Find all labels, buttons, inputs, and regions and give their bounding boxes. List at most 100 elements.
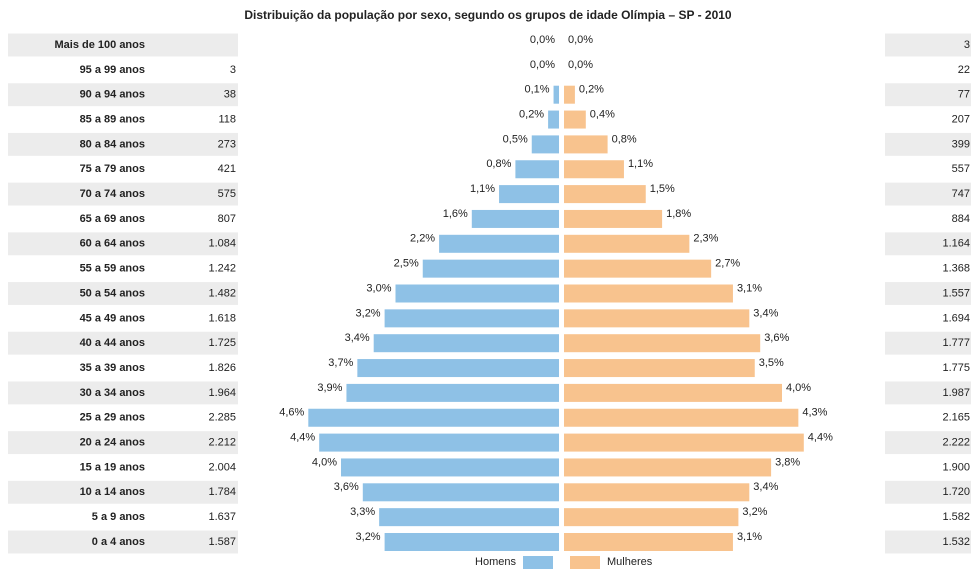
- value-label: 3,2%: [742, 506, 767, 518]
- value-label: 0,0%: [568, 34, 593, 46]
- bar: [384, 533, 559, 551]
- row-stripe: [885, 480, 971, 504]
- bar: [564, 85, 575, 104]
- category-label: 30 a 34 anos: [80, 387, 145, 399]
- category-label: 0 a 4 anos: [92, 536, 145, 548]
- row-stripe: [885, 282, 971, 305]
- value-label: 0,8%: [486, 158, 511, 170]
- row-stripe: [885, 33, 971, 57]
- row-stripe: [885, 232, 971, 256]
- row-stripe: [8, 530, 238, 554]
- count-label: 1.826: [208, 362, 236, 374]
- count-label: 1.242: [208, 263, 236, 275]
- value-label: 3,5%: [759, 357, 784, 369]
- value-label: 0,0%: [530, 34, 555, 46]
- row-stripe: [8, 381, 238, 405]
- bar: [531, 135, 559, 154]
- count-label: 1.900: [942, 461, 970, 473]
- legend-swatch: [523, 556, 553, 569]
- count-label: 1.587: [208, 536, 236, 548]
- category-label: 20 a 24 anos: [80, 437, 145, 449]
- count-label: 1.164: [942, 238, 970, 250]
- bar: [373, 334, 559, 353]
- bar: [471, 209, 559, 228]
- value-label: 1,6%: [443, 208, 468, 220]
- bar: [564, 284, 733, 303]
- value-label: 3,1%: [737, 531, 762, 543]
- count-label: 421: [218, 163, 236, 175]
- value-label: 3,4%: [345, 332, 370, 344]
- value-label: 2,7%: [715, 258, 740, 270]
- value-label: 2,3%: [693, 233, 718, 245]
- row-stripe: [885, 530, 971, 554]
- count-label: 38: [224, 89, 236, 101]
- row-stripe: [885, 331, 971, 355]
- category-label: 50 a 54 anos: [80, 287, 145, 299]
- value-label: 0,5%: [503, 133, 528, 145]
- bar: [564, 259, 712, 278]
- count-label: 1.582: [942, 511, 970, 523]
- value-label: 1,1%: [628, 158, 653, 170]
- value-label: 3,3%: [350, 506, 375, 518]
- count-label: 1.964: [208, 387, 236, 399]
- count-label: 2.212: [208, 437, 236, 449]
- category-label: Mais de 100 anos: [55, 39, 146, 51]
- count-label: 3: [230, 64, 236, 76]
- legend-swatch: [570, 556, 600, 569]
- value-label: 4,4%: [808, 432, 833, 444]
- bar: [346, 383, 559, 402]
- row-stripe: [8, 182, 238, 206]
- bar: [319, 433, 559, 452]
- value-label: 0,4%: [590, 108, 615, 120]
- bar: [564, 359, 755, 378]
- value-label: 0,2%: [519, 108, 544, 120]
- count-label: 207: [952, 113, 970, 125]
- count-label: 1.775: [942, 362, 970, 374]
- category-label: 40 a 44 anos: [80, 337, 145, 349]
- value-label: 0,8%: [612, 133, 637, 145]
- count-label: 1.084: [208, 238, 236, 250]
- value-label: 4,0%: [312, 456, 337, 468]
- row-stripe: [885, 182, 971, 206]
- row-stripe: [8, 232, 238, 256]
- value-label: 2,5%: [394, 258, 419, 270]
- category-label: 15 a 19 anos: [80, 461, 145, 473]
- row-stripe: [885, 431, 971, 455]
- count-label: 2.222: [942, 437, 970, 449]
- count-label: 1.784: [208, 486, 236, 498]
- category-label: 95 a 99 anos: [80, 64, 145, 76]
- count-label: 1.694: [942, 312, 970, 324]
- category-label: 80 a 84 anos: [80, 138, 145, 150]
- count-label: 77: [958, 89, 970, 101]
- count-label: 2.165: [942, 412, 970, 424]
- value-label: 3,7%: [328, 357, 353, 369]
- bar: [564, 533, 733, 551]
- count-label: 1.532: [942, 536, 970, 548]
- category-label: 90 a 94 anos: [80, 89, 145, 101]
- value-label: 0,0%: [568, 59, 593, 71]
- row-stripe: [8, 83, 238, 107]
- category-label: 35 a 39 anos: [80, 362, 145, 374]
- value-label: 1,5%: [650, 183, 675, 195]
- legend-label: Homens: [475, 556, 516, 568]
- row-stripe: [8, 480, 238, 504]
- bar: [395, 284, 559, 303]
- value-label: 0,2%: [579, 84, 604, 96]
- value-label: 2,2%: [410, 233, 435, 245]
- bar: [553, 85, 559, 104]
- category-label: 85 a 89 anos: [80, 113, 145, 125]
- bar: [499, 185, 559, 204]
- count-label: 884: [952, 213, 970, 225]
- row-stripe: [8, 431, 238, 455]
- count-label: 1.482: [208, 287, 236, 299]
- value-label: 4,3%: [802, 407, 827, 419]
- count-label: 575: [218, 188, 236, 200]
- category-label: 10 a 14 anos: [80, 486, 145, 498]
- value-label: 1,8%: [666, 208, 691, 220]
- legend-label: Mulheres: [607, 556, 653, 568]
- category-label: 75 a 79 anos: [80, 163, 145, 175]
- bar: [564, 185, 646, 204]
- bar: [564, 483, 750, 502]
- count-label: 273: [218, 138, 236, 150]
